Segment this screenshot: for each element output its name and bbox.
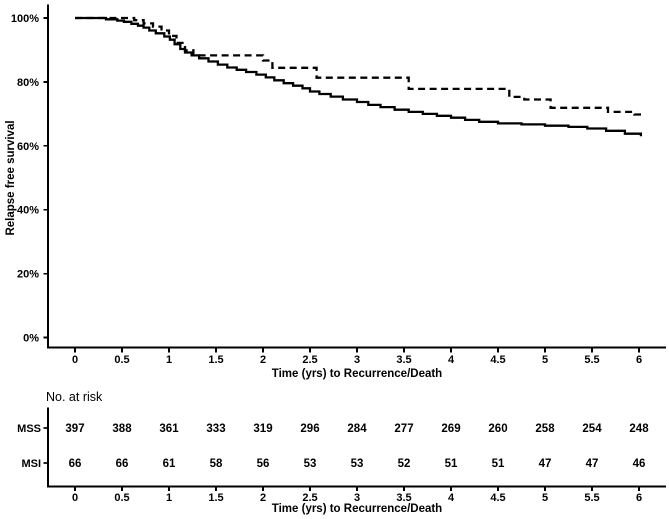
x-tick-label: 2.5	[302, 354, 317, 366]
y-tick-label: 20%	[17, 269, 39, 281]
risk-count: 53	[351, 458, 364, 470]
x-tick-label: 2	[260, 354, 266, 366]
risk-count: 269	[441, 423, 460, 435]
risk-count: 53	[304, 458, 317, 470]
x-tick-label: 1	[166, 354, 172, 366]
risk-count: 254	[582, 423, 602, 435]
risk-tick-label: 6	[636, 492, 642, 504]
x-tick-label: 6	[636, 354, 642, 366]
risk-count: 277	[394, 423, 413, 435]
y-tick-label: 100%	[11, 13, 39, 25]
risk-count: 284	[347, 423, 367, 435]
x-tick-label: 0.5	[114, 354, 129, 366]
risk-count: 260	[488, 423, 507, 435]
risk-tick-label: 5	[542, 492, 548, 504]
risk-tick-label: 5.5	[584, 492, 599, 504]
y-tick-label: 60%	[17, 141, 39, 153]
risk-tick-label: 4	[448, 492, 455, 504]
x-tick-label: 3	[354, 354, 360, 366]
risk-tick-label: 0	[72, 492, 78, 504]
risk-tick-label: 4.5	[490, 492, 505, 504]
y-tick-label: 80%	[17, 77, 39, 89]
msi-survival-curve	[75, 16, 643, 116]
y-axis-ticks: 0% 20% 40% 60% 80% 100%	[11, 13, 48, 345]
survival-curves	[75, 16, 643, 137]
risk-count: 61	[163, 458, 176, 470]
mss-survival-curve	[75, 16, 643, 137]
main-plot: 0% 20% 40% 60% 80% 100% 0 0.5 1 1.5 2 2.5 3 3.5 4 4.5 5…	[5, 4, 666, 380]
risk-count: 56	[257, 458, 270, 470]
x-tick-label: 0	[72, 354, 78, 366]
x-tick-label: 1.5	[208, 354, 223, 366]
risk-tick-label: 2	[260, 492, 266, 504]
risk-count: 388	[112, 423, 132, 435]
risk-tick-label: 3.5	[396, 492, 411, 504]
risk-count: 319	[253, 423, 272, 435]
risk-count: 46	[633, 458, 646, 470]
risk-tick-label: 3	[354, 492, 360, 504]
risk-count: 248	[629, 423, 649, 435]
risk-count: 66	[116, 458, 129, 470]
risk-tick-label: 2.5	[302, 492, 317, 504]
risk-tick-label: 1.5	[208, 492, 223, 504]
risk-count: 52	[398, 458, 411, 470]
y-tick-label: 40%	[17, 205, 39, 217]
y-tick-label: 0%	[23, 333, 39, 345]
x-tick-label: 4.5	[490, 354, 505, 366]
risk-table-rows: MSS 397 388 361 333 319 296 284 277 269 260 258 254 2…	[17, 423, 649, 470]
risk-table-axis-frame	[47, 407, 666, 488]
x-axis-ticks: 0 0.5 1 1.5 2 2.5 3 3.5 4 4.5 5 5.5 6	[72, 347, 642, 366]
risk-count: 333	[206, 423, 225, 435]
risk-count: 397	[65, 423, 84, 435]
risk-row-label-mss: MSS	[17, 423, 41, 435]
y-axis-title: Relapse free survival	[5, 120, 17, 235]
x-axis-title: Time (yrs) to Recurrence/Death	[272, 368, 442, 380]
x-tick-label: 3.5	[396, 354, 411, 366]
risk-table-title: No. at risk	[46, 390, 103, 404]
risk-count: 47	[586, 458, 599, 470]
risk-table-x-axis-title: Time (yrs) to Recurrence/Death	[272, 503, 442, 515]
risk-count: 47	[539, 458, 552, 470]
risk-count: 66	[69, 458, 82, 470]
risk-count: 51	[445, 458, 458, 470]
risk-tick-label: 1	[166, 492, 172, 504]
risk-row-label-msi: MSI	[21, 458, 41, 470]
x-tick-label: 5	[542, 354, 548, 366]
risk-count: 296	[300, 423, 319, 435]
risk-count: 361	[159, 423, 179, 435]
x-tick-label: 4	[448, 354, 455, 366]
risk-table-axis-ticks: 0 0.5 1 1.5 2 2.5 3 3.5 4 4.5 5 5.5 6	[72, 486, 642, 504]
risk-tick-label: 0.5	[114, 492, 129, 504]
main-axis-frame	[47, 4, 666, 349]
risk-count: 58	[210, 458, 223, 470]
risk-count: 258	[535, 423, 555, 435]
risk-count: 51	[492, 458, 505, 470]
x-tick-label: 5.5	[584, 354, 599, 366]
risk-table: No. at risk MSS 397 388 361 333 319 296 284 277 2…	[17, 390, 666, 515]
